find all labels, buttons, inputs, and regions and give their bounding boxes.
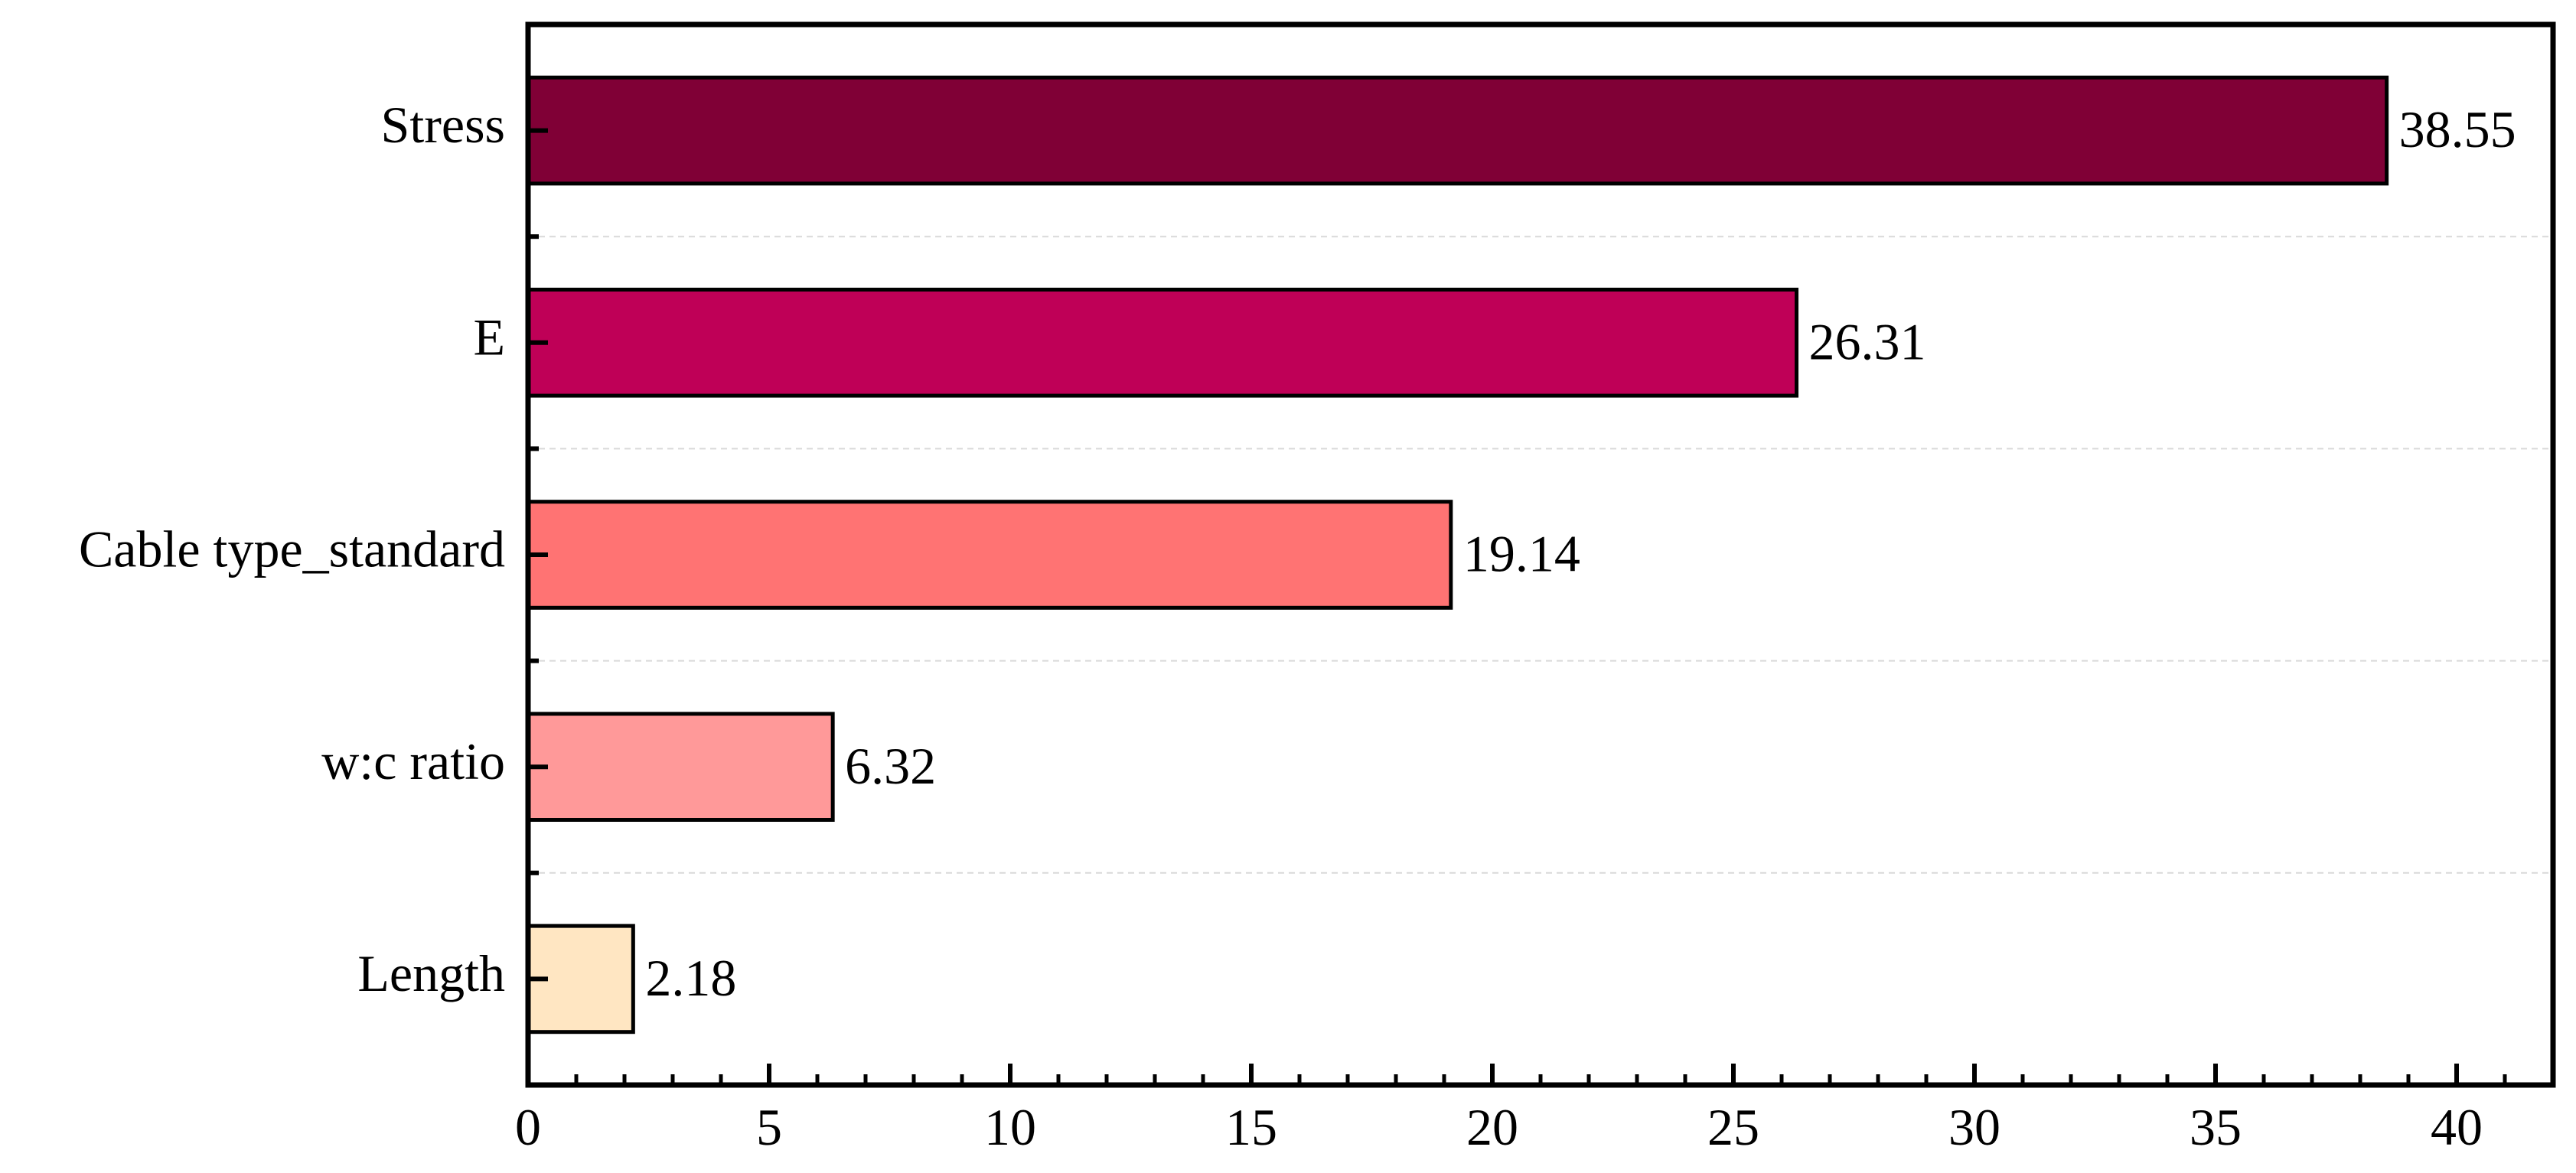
x-tick-label: 20: [1466, 1098, 1518, 1156]
category-label: w:c ratio: [321, 732, 505, 790]
axis-layer: [525, 21, 2556, 1088]
category-label: Length: [357, 944, 505, 1002]
x-tick-label: 35: [2190, 1098, 2242, 1156]
data-label: 38.55: [2399, 100, 2516, 158]
data-label: 2.18: [645, 949, 736, 1007]
category-label: Cable type_standard: [79, 520, 505, 578]
x-tick-label: 0: [515, 1098, 541, 1156]
bar-e: [526, 288, 1799, 398]
data-label: 19.14: [1463, 525, 1580, 583]
x-tick-label: 25: [1707, 1098, 1759, 1156]
grid-layer: [528, 236, 2553, 874]
x-tick-label: 40: [2431, 1098, 2483, 1156]
bars-layer: [526, 75, 2389, 1035]
plot-frame: [525, 21, 2556, 1088]
x-tick-label: 10: [984, 1098, 1036, 1156]
x-tick-label: 5: [756, 1098, 782, 1156]
labels-layer: Stress 38.55 E 26.31 Cable type_standard 19.1…: [79, 96, 2516, 1156]
bar-stress: [526, 75, 2389, 186]
category-label: E: [473, 308, 505, 366]
bar-cable-type-standard: [526, 500, 1453, 610]
category-label: Stress: [381, 96, 505, 154]
data-label: 6.32: [845, 737, 936, 795]
x-tick-label: 15: [1225, 1098, 1277, 1156]
bar-w-c-ratio: [526, 712, 835, 823]
data-label: 26.31: [1809, 312, 1926, 370]
x-tick-label: 30: [1948, 1098, 2000, 1156]
